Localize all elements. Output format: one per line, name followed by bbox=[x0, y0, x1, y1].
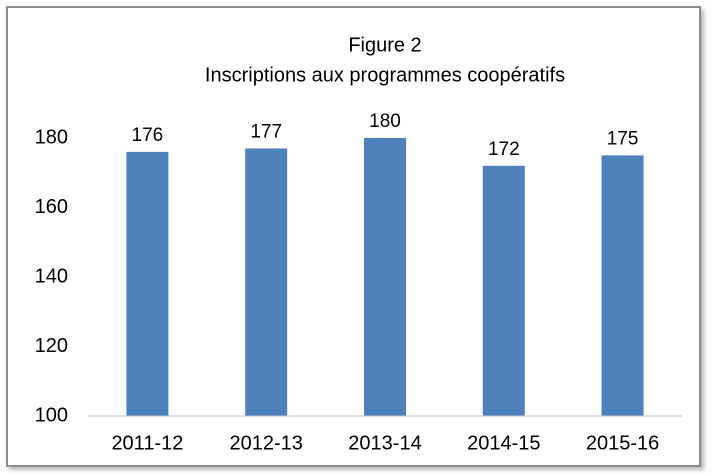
y-tick-label: 160 bbox=[35, 196, 68, 218]
x-tick-label: 2011-12 bbox=[111, 432, 183, 454]
x-tick-label: 2013-14 bbox=[348, 432, 421, 454]
y-tick-label: 180 bbox=[35, 126, 68, 148]
bar bbox=[482, 165, 525, 416]
bar bbox=[364, 138, 406, 416]
y-tick-label: 120 bbox=[35, 335, 68, 357]
x-tick-label: 2014-15 bbox=[467, 432, 540, 454]
y-tick-label: 140 bbox=[35, 265, 68, 287]
chart-title: Figure 2 bbox=[348, 34, 421, 56]
data-label: 176 bbox=[132, 125, 164, 146]
bar bbox=[601, 155, 644, 416]
data-label: 175 bbox=[607, 128, 639, 149]
bar bbox=[126, 151, 169, 416]
x-tick-label: 2015-16 bbox=[586, 432, 659, 454]
chart-subtitle: Inscriptions aux programmes coopératifs bbox=[205, 64, 565, 86]
data-label: 177 bbox=[250, 121, 282, 142]
data-label: 180 bbox=[369, 111, 401, 132]
y-tick-label: 100 bbox=[35, 404, 68, 426]
chart-frame bbox=[6, 6, 701, 467]
x-tick-label: 2012-13 bbox=[229, 432, 302, 454]
bar bbox=[245, 148, 288, 417]
data-label: 172 bbox=[488, 139, 520, 160]
